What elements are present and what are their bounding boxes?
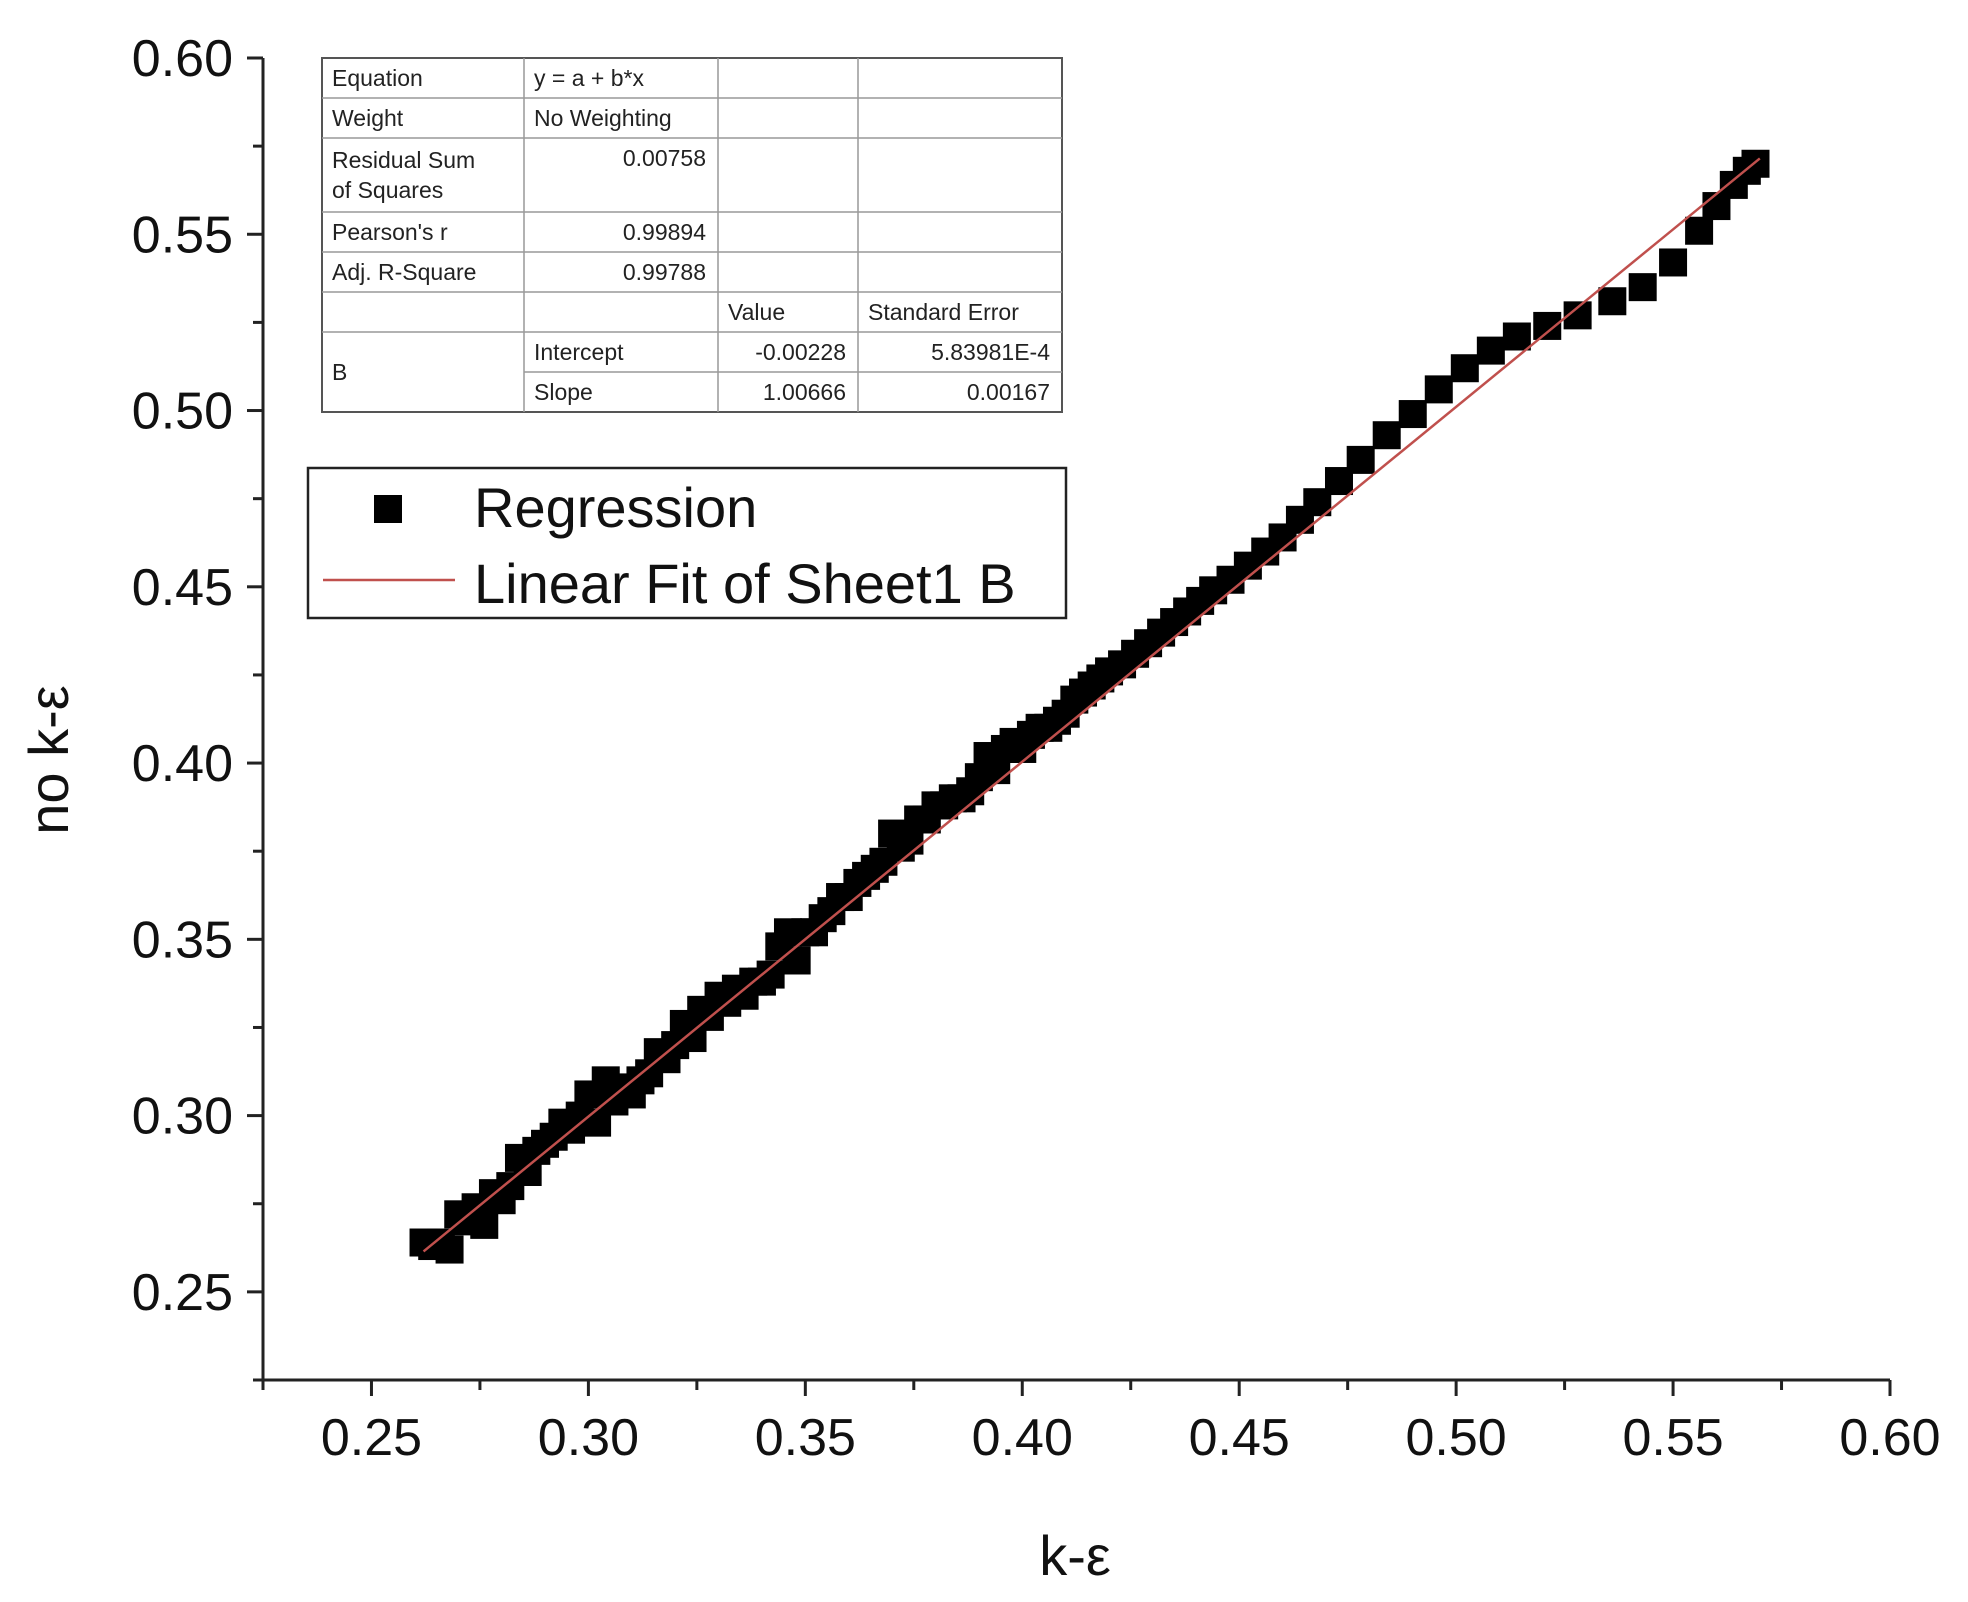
table-cell: Pearson's r xyxy=(332,219,448,245)
data-point xyxy=(1346,445,1375,474)
data-point xyxy=(1372,421,1401,450)
fit-statistics-table: Equation y = a + b*x Weight No Weighting 0.0… xyxy=(321,57,1063,413)
data-point xyxy=(1476,336,1505,365)
table-cell: 5.83981E-4 xyxy=(931,339,1050,365)
y-axis-title: no k-ε xyxy=(17,685,80,834)
data-point xyxy=(1450,354,1479,383)
table-border xyxy=(321,57,1063,413)
y-axis-ticks: 0.25 0.30 0.35 0.40 0.45 0.50 0.55 0.60 xyxy=(132,30,263,1382)
table-cell: Value xyxy=(728,299,785,325)
data-point xyxy=(1533,311,1562,340)
y-tick-label: 0.30 xyxy=(132,1088,233,1146)
table-cell: Slope xyxy=(534,379,593,405)
table-cell: 0.00167 xyxy=(967,379,1050,405)
data-point xyxy=(1659,248,1688,277)
y-tick-label: 0.40 xyxy=(132,735,233,793)
table-cell: Intercept xyxy=(534,339,624,365)
x-tick-label: 0.45 xyxy=(1189,1409,1290,1467)
table-cell: y = a + b*x xyxy=(534,65,644,91)
plot-area xyxy=(409,149,1770,1264)
table-cell-rss-line2: of Squares xyxy=(332,177,443,203)
table-cell: Adj. R-Square xyxy=(332,259,476,285)
table-cell: -0.00228 xyxy=(755,339,846,365)
data-point xyxy=(1424,375,1453,404)
y-tick-label: 0.25 xyxy=(132,1264,233,1322)
table-cell: Standard Error xyxy=(868,299,1019,325)
x-tick-label: 0.55 xyxy=(1622,1409,1723,1467)
x-tick-label: 0.50 xyxy=(1406,1409,1507,1467)
x-tick-label: 0.40 xyxy=(972,1409,1073,1467)
data-point xyxy=(470,1210,499,1239)
legend-box xyxy=(306,466,1068,620)
x-tick-label: 0.60 xyxy=(1839,1409,1940,1467)
legend-label-regression: Regression xyxy=(474,476,757,539)
legend: Regression Linear Fit of Sheet1 B xyxy=(306,466,1068,620)
y-tick-label: 0.60 xyxy=(132,30,233,88)
table-cell-b: B xyxy=(332,359,347,385)
x-tick-label: 0.30 xyxy=(538,1409,639,1467)
table-cell: Weight xyxy=(332,105,404,131)
linear-fit-line xyxy=(422,157,1761,1253)
x-axis-title: k-ε xyxy=(1039,1524,1111,1587)
table-cell: 1.00666 xyxy=(763,379,846,405)
data-point xyxy=(1502,322,1531,351)
data-point xyxy=(435,1235,464,1264)
table-cell: 0.99788 xyxy=(623,259,706,285)
legend-label-linear-fit: Linear Fit of Sheet1 B xyxy=(474,552,1016,615)
data-point xyxy=(1628,273,1657,302)
x-tick-label: 0.25 xyxy=(321,1409,422,1467)
y-tick-label: 0.45 xyxy=(132,559,233,617)
x-tick-label: 0.35 xyxy=(755,1409,856,1467)
data-point xyxy=(1685,216,1714,245)
table-cell: Equation xyxy=(332,65,423,91)
x-axis-ticks: 0.25 0.30 0.35 0.40 0.45 0.50 0.55 0.60 xyxy=(261,1380,1941,1467)
table-cell: 0.99894 xyxy=(623,219,706,245)
data-point xyxy=(782,946,811,975)
y-tick-label: 0.50 xyxy=(132,383,233,441)
y-tick-label: 0.35 xyxy=(132,911,233,969)
table-cell: No Weighting xyxy=(534,105,672,131)
table-cell: 0.00758 xyxy=(623,145,706,171)
y-tick-label: 0.55 xyxy=(132,206,233,264)
legend-marker-regression xyxy=(374,495,402,523)
axes xyxy=(261,58,1890,1382)
data-point xyxy=(1598,287,1627,316)
data-point xyxy=(1741,149,1770,178)
table-cell-rss-line1: Residual Sum xyxy=(332,147,475,173)
data-point xyxy=(1398,400,1427,429)
